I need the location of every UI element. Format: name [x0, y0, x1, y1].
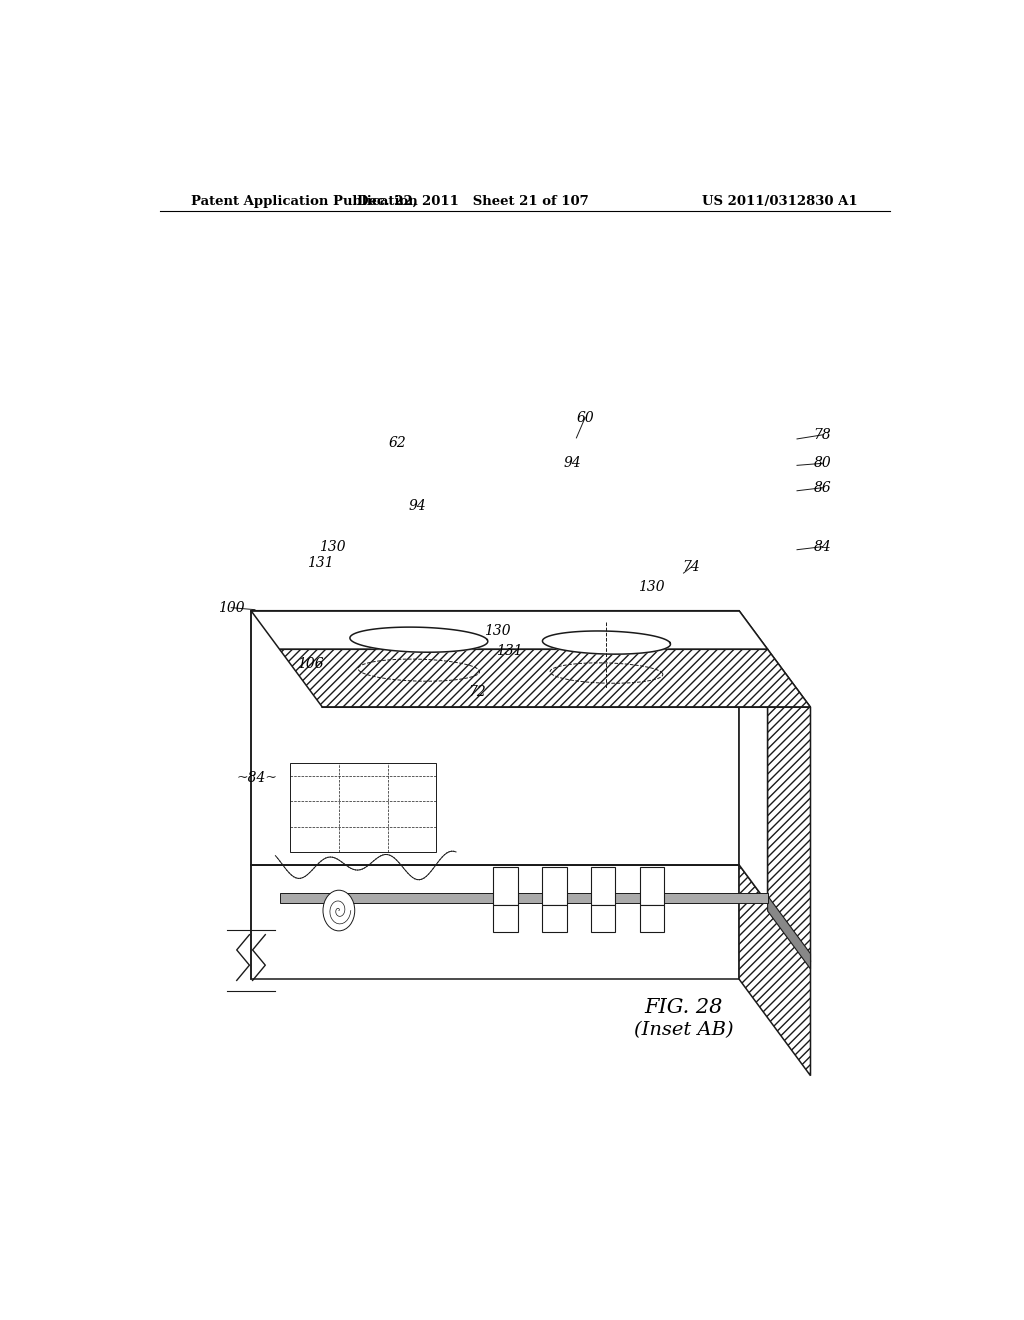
Polygon shape	[280, 649, 811, 708]
Polygon shape	[640, 906, 665, 932]
Polygon shape	[494, 906, 518, 932]
Text: 60: 60	[577, 411, 594, 425]
Polygon shape	[251, 611, 739, 865]
Text: 131: 131	[307, 556, 334, 570]
Polygon shape	[768, 649, 811, 961]
Text: 74: 74	[683, 560, 700, 574]
Polygon shape	[251, 611, 768, 649]
Text: 131: 131	[496, 644, 522, 659]
Polygon shape	[542, 867, 566, 906]
Polygon shape	[640, 867, 665, 906]
Text: US 2011/0312830 A1: US 2011/0312830 A1	[702, 194, 858, 207]
Text: 130: 130	[319, 540, 346, 553]
Polygon shape	[768, 896, 811, 969]
Polygon shape	[280, 894, 768, 903]
Polygon shape	[251, 865, 739, 979]
Polygon shape	[591, 867, 615, 906]
Polygon shape	[739, 865, 811, 1076]
Polygon shape	[591, 906, 615, 932]
Text: 78: 78	[813, 428, 831, 442]
Polygon shape	[542, 906, 566, 932]
Text: 72: 72	[468, 685, 486, 700]
Text: FIG. 28: FIG. 28	[644, 998, 723, 1016]
Text: 62: 62	[389, 436, 407, 450]
Text: 84: 84	[813, 540, 831, 553]
Polygon shape	[543, 631, 671, 655]
Text: Patent Application Publication: Patent Application Publication	[191, 194, 418, 207]
Polygon shape	[494, 867, 518, 906]
Text: 94: 94	[563, 457, 582, 470]
Text: 130: 130	[483, 624, 510, 638]
Polygon shape	[350, 627, 487, 652]
Polygon shape	[739, 611, 768, 903]
Text: 86: 86	[813, 480, 831, 495]
Text: 106: 106	[297, 656, 324, 671]
Text: 100: 100	[218, 601, 245, 615]
Polygon shape	[251, 865, 811, 961]
Text: 130: 130	[638, 581, 666, 594]
Text: Dec. 22, 2011   Sheet 21 of 107: Dec. 22, 2011 Sheet 21 of 107	[357, 194, 589, 207]
Text: ~84~: ~84~	[237, 771, 278, 785]
Text: (Inset AB): (Inset AB)	[634, 1022, 733, 1039]
Text: 80: 80	[813, 457, 831, 470]
Text: 94: 94	[409, 499, 427, 513]
Circle shape	[323, 890, 354, 931]
